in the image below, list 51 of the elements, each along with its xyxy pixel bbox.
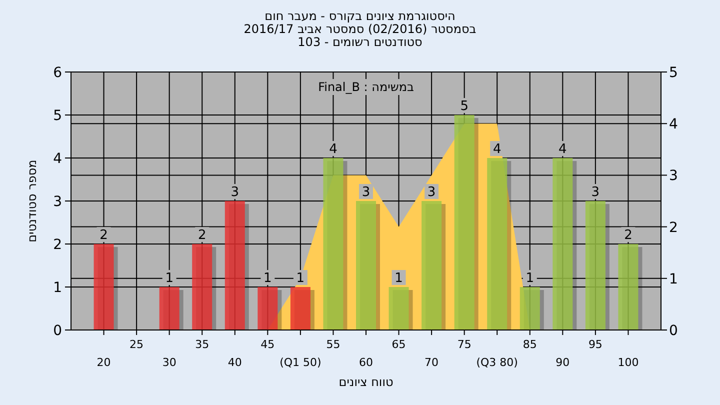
annotation: במשימה : Final_B <box>318 80 414 94</box>
data-label: 3 <box>427 185 436 200</box>
data-label: 1 <box>296 271 305 286</box>
y-tick-label: 3 <box>53 194 62 210</box>
x-tick-label: 85 <box>522 338 537 351</box>
data-label: 2 <box>100 228 108 243</box>
x-tick-label: (Q3 80) <box>476 356 518 369</box>
data-label: 4 <box>492 142 502 157</box>
x-tick-label: 35 <box>195 338 210 351</box>
data-label: 1 <box>165 271 174 286</box>
x-tick-label: 40 <box>228 356 242 369</box>
y-tick-label: 2 <box>53 237 62 253</box>
y2-tick-label: 4 <box>669 116 678 133</box>
y2-tick-label: 0 <box>669 323 678 339</box>
x-tick-label: 55 <box>326 338 340 351</box>
y-tick-label: 4 <box>53 151 62 167</box>
x-tick-label: 65 <box>392 338 406 351</box>
data-label: 1 <box>264 271 272 286</box>
y-axis-title: מספר סטודנטים <box>25 160 39 242</box>
x-tick-label: 90 <box>556 356 570 369</box>
x-tick-label: (Q1 50) <box>280 356 322 369</box>
y2-tick-label: 5 <box>669 65 678 81</box>
chart-subtitle: בסמסטר (02/2016) סמסטר אביב 2016/17 סטודנטים רשומים - 103 <box>244 22 476 49</box>
y2-tick-label: 1 <box>669 271 678 288</box>
x-tick-label: 25 <box>130 338 144 351</box>
x-tick-label: 60 <box>359 356 373 369</box>
data-label: 4 <box>558 142 567 157</box>
data-label: 3 <box>591 185 600 200</box>
x-tick-label: 45 <box>260 338 275 351</box>
y-tick-label: 1 <box>53 280 62 296</box>
data-label: 3 <box>230 185 240 200</box>
y2-tick-label: 3 <box>669 168 678 184</box>
data-label: 3 <box>362 185 370 200</box>
x-axis-title: טווח ציונים <box>338 375 394 389</box>
data-label: 5 <box>460 99 468 114</box>
data-label: 1 <box>526 271 534 286</box>
x-tick-label: 70 <box>424 356 439 369</box>
x-tick-label: 30 <box>162 356 176 369</box>
x-tick-label: 95 <box>588 338 602 351</box>
data-label: 2 <box>624 228 632 243</box>
data-label: 4 <box>329 142 338 157</box>
chart-title: היסטוגרמת ציונים בקורס - מעבר חום <box>264 9 456 23</box>
y-tick-label: 5 <box>53 108 62 124</box>
data-label: 1 <box>394 271 403 286</box>
data-label: 2 <box>198 228 206 243</box>
y-tick-label: 6 <box>53 65 62 81</box>
y-tick-label: 0 <box>53 323 62 339</box>
x-tick-label: 100 <box>618 356 639 369</box>
y2-tick-label: 2 <box>669 220 678 236</box>
x-tick-label: 20 <box>96 356 111 369</box>
x-tick-label: 75 <box>457 338 472 351</box>
